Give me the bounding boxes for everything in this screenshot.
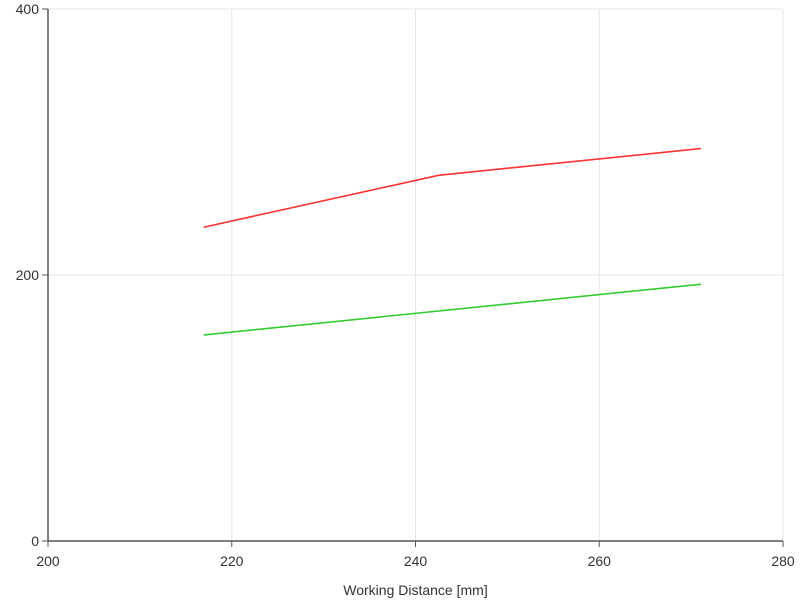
series-line-1 [203,147,702,228]
y-tick-label-400: 400 [16,1,40,17]
y-tick-label-200: 200 [16,267,40,283]
series-line-2 [203,283,702,336]
x-axis-title: Working Distance [mm] [343,582,487,598]
grid [48,8,784,541]
axes [42,8,784,547]
y-tick-label-0: 0 [31,533,39,549]
x-tick-label-200: 200 [36,553,60,569]
x-tick-label-240: 240 [404,553,428,569]
tick-labels: 200 220 240 260 280 0 200 400 [16,1,795,569]
x-tick-label-220: 220 [220,553,244,569]
x-tick-label-280: 280 [771,553,795,569]
series-lines [203,147,702,336]
x-tick-label-260: 260 [588,553,612,569]
